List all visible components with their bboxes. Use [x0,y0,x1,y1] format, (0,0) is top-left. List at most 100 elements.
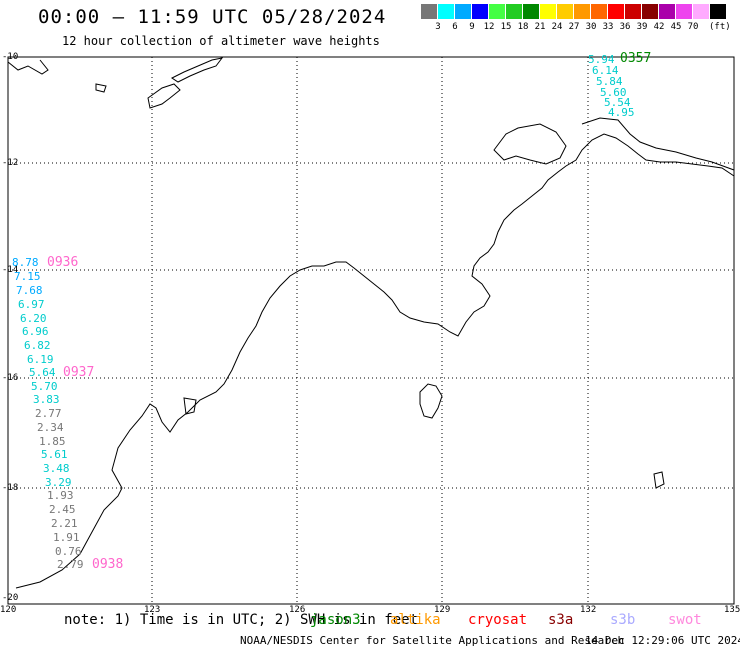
track-value: 6.14 [592,64,619,77]
legend-swatch-1 [438,4,454,19]
legend-swatch-17 [710,4,726,19]
legend-swatch-9 [574,4,590,19]
lat-tick-18: -18 [2,483,19,493]
legend-swatch-2 [455,4,471,19]
island-small-west [183,397,197,415]
island-small-east [653,471,665,489]
lon-tick-126: 126 [289,605,306,615]
satellite-cryosat: cryosat [468,612,528,628]
island-sumba-like [147,83,181,109]
track-value: 2.79 [57,558,84,571]
track-value: 0.76 [55,545,82,558]
legend-swatch-12 [625,4,641,19]
track-value: 6.19 [27,353,54,366]
legend-swatch-14 [659,4,675,19]
legend-swatch-7 [540,4,556,19]
legend-label-3: 12 [483,22,495,32]
pass-label-0357: 0357 [620,51,652,66]
track-value: 2.34 [37,421,64,434]
track-value: 3.48 [43,462,70,475]
lon-tick-120: 120 [0,605,17,615]
track-value: 2.77 [35,407,62,420]
legend-label-11: 36 [619,22,631,32]
legend-swatch-11 [608,4,624,19]
lat-tick-12: -12 [2,158,19,168]
track-value: 1.93 [47,489,74,502]
track-value: 5.61 [41,448,68,461]
legend-unit: (ft) [709,22,731,32]
track-value: 5.60 [600,86,627,99]
track-value: 5.54 [604,96,631,109]
satellite-jason3: jason3 [310,612,361,628]
island-timor-west [171,57,224,83]
legend-swatch-5 [506,4,522,19]
track-value: 8.78 [12,256,39,269]
pass-label-0936: 0936 [47,255,79,270]
coast-arnhem-north [581,117,735,171]
lat-tick-20: -20 [2,593,19,603]
island-bonaparte [419,383,443,419]
legend-swatch-0 [421,4,437,19]
lon-tick-132: 132 [580,605,597,615]
map-subtitle: 12 hour collection of altimeter wave hei… [62,34,380,48]
legend-label-6: 21 [534,22,546,32]
track-value: 4.95 [608,106,635,119]
legend-swatch-13 [642,4,658,19]
legend-swatch-6 [523,4,539,19]
lon-tick-129: 129 [434,605,451,615]
legend-label-2: 9 [469,22,475,32]
track-value: 3.29 [45,476,72,489]
track-value: 6.97 [18,298,45,311]
track-value: 7.68 [16,284,43,297]
pass-label-0937: 0937 [63,365,95,380]
lat-tick-10: -10 [2,52,19,62]
legend-label-9: 30 [585,22,597,32]
track-value: 3.83 [33,393,60,406]
lon-tick-135: 135 [724,605,740,615]
melville-island [493,123,567,165]
track-value: 5.84 [596,75,623,88]
legend-label-5: 18 [517,22,529,32]
satellite-altika: altika [390,612,441,628]
track-value: 5.64 [29,366,56,379]
track-value: 7.15 [14,270,41,283]
legend-label-7: 24 [551,22,563,32]
island-small-1 [95,83,107,93]
footer-timestamp: 14 Dec 12:29:06 UTC 2024 [585,634,740,647]
track-value: 6.82 [24,339,51,352]
legend-swatch-4 [489,4,505,19]
legend-swatch-3 [472,4,488,19]
footer-credit: NOAA/NESDIS Center for Satellite Applica… [240,634,625,647]
legend-label-8: 27 [568,22,580,32]
legend-label-12: 39 [636,22,648,32]
coast-nw-fragment [7,59,49,75]
lon-tick-123: 123 [144,605,161,615]
legend-swatch-10 [591,4,607,19]
track-value: 1.85 [39,435,66,448]
map-title: 00:00 – 11:59 UTC 05/28/2024 [38,6,387,28]
legend-swatch-16 [693,4,709,19]
legend-label-10: 33 [602,22,614,32]
satellite-swot: swot [668,612,702,628]
lat-tick-14: -14 [2,265,19,275]
map-frame [7,56,735,605]
legend-label-1: 6 [452,22,458,32]
pass-label-0938: 0938 [92,557,124,572]
track-value: 2.21 [51,517,78,530]
graticule [8,57,734,604]
lat-tick-16: -16 [2,373,19,383]
legend-swatch-8 [557,4,573,19]
footer: NOAA/NESDIS Center for Satellite Applica… [240,634,740,647]
legend-label-0: 3 [435,22,441,32]
track-value: 5.94 [588,53,615,66]
track-value: 1.91 [53,531,80,544]
track-value: 6.96 [22,325,49,338]
note-text: note: 1) Time is in UTC; 2) SWH is in fe… [64,612,419,628]
legend-label-13: 42 [653,22,665,32]
legend-label-14: 45 [670,22,682,32]
legend-label-4: 15 [500,22,512,32]
satellite-s3a: s3a [548,612,574,628]
track-value: 2.45 [49,503,76,516]
legend-label-15: 70 [687,22,699,32]
